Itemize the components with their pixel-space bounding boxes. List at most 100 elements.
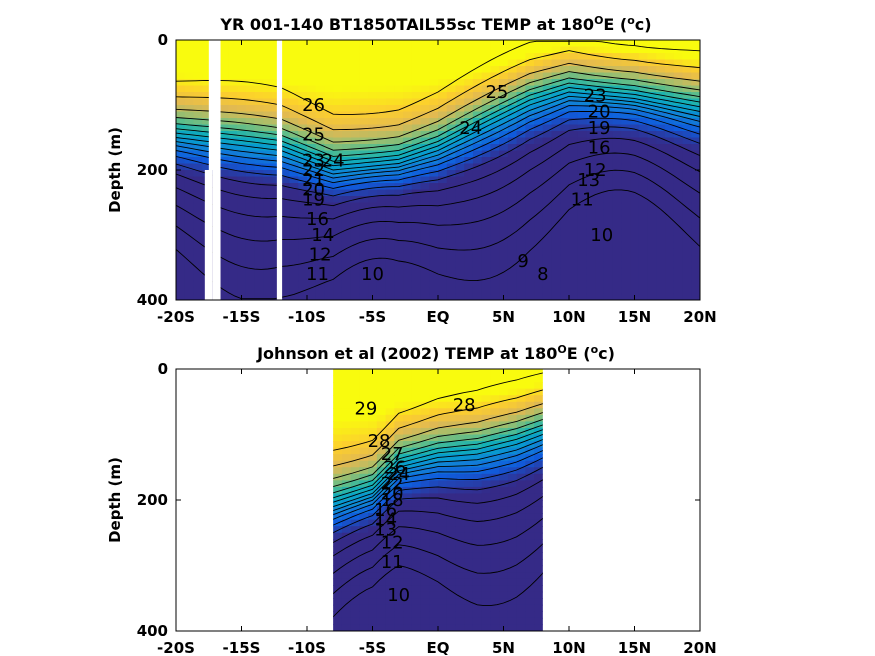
field-cell: [648, 552, 657, 559]
field-cell: [376, 144, 387, 152]
field-cell: [376, 532, 387, 540]
field-cell: [464, 558, 474, 567]
field-cell: [316, 487, 325, 494]
field-cell: [307, 435, 316, 442]
field-cell: [185, 618, 194, 625]
field-cell: [341, 375, 352, 383]
field-cell: [185, 520, 194, 527]
field-cell: [534, 558, 543, 567]
field-cell: [691, 118, 700, 126]
field-cell: [228, 480, 237, 487]
contour-line: [333, 466, 543, 534]
field-cell: [420, 196, 430, 204]
field-cell: [674, 526, 683, 533]
field-cell: [472, 137, 483, 145]
field-cell: [595, 59, 605, 67]
x-tick-label: EQ: [427, 308, 450, 326]
field-cell: [542, 98, 553, 106]
field-cell: [411, 369, 422, 377]
field-cell: [315, 92, 326, 100]
field-cell: [333, 486, 343, 495]
field-cell: [298, 559, 307, 566]
field-cell: [263, 605, 272, 612]
field-cell: [560, 72, 570, 80]
field-cell: [446, 189, 457, 197]
field-cell: [665, 480, 674, 487]
field-cell: [446, 66, 457, 74]
field-cell: [682, 66, 692, 74]
field-cell: [359, 414, 369, 422]
field-cell: [604, 408, 613, 415]
field-cell: [272, 196, 282, 204]
field-cell: [394, 572, 404, 580]
field-cell: [455, 506, 465, 514]
field-cell: [359, 293, 369, 300]
field-cell: [490, 401, 500, 409]
field-cell: [281, 559, 290, 566]
field-cell: [569, 287, 579, 295]
field-cell: [499, 111, 509, 119]
field-cell: [472, 388, 483, 396]
field-cell: [612, 170, 622, 178]
field-cell: [552, 585, 561, 592]
field-cell: [595, 222, 605, 230]
field-cell: [385, 421, 395, 429]
field-cell: [298, 189, 308, 197]
field-cell: [665, 235, 675, 243]
field-cell: [316, 415, 325, 422]
field-cell: [560, 507, 569, 514]
field-cell: [656, 189, 666, 197]
field-cell: [263, 79, 273, 87]
field-cell: [525, 617, 535, 626]
field-cell: [455, 40, 465, 48]
field-cell: [280, 189, 291, 197]
field-cell: [280, 222, 291, 230]
field-cell: [403, 395, 413, 403]
field-cell: [298, 157, 308, 165]
field-cell: [368, 170, 378, 178]
field-cell: [499, 124, 509, 132]
field-cell: [603, 254, 614, 262]
field-cell: [472, 98, 483, 106]
field-cell: [569, 539, 578, 546]
field-cell: [280, 287, 291, 295]
field-cell: [569, 435, 578, 442]
field-cell: [542, 40, 553, 48]
field-cell: [298, 287, 308, 295]
field-cell: [665, 150, 675, 158]
field-cell: [202, 448, 211, 455]
field-cell: [429, 401, 439, 409]
field-cell: [333, 500, 334, 508]
field-cell: [403, 486, 413, 495]
field-cell: [228, 592, 237, 599]
field-cell: [202, 579, 211, 586]
field-cell: [228, 287, 238, 295]
field-cell: [193, 520, 202, 527]
field-cell: [202, 72, 212, 80]
field-cell: [368, 163, 378, 171]
field-cell: [350, 105, 360, 113]
field-cell: [185, 441, 194, 448]
field-cell: [542, 382, 543, 390]
field-cell: [586, 533, 595, 540]
field-cell: [665, 53, 675, 61]
field-cell: [290, 369, 299, 376]
field-cell: [411, 572, 422, 580]
field-cell: [499, 558, 509, 567]
field-cell: [333, 441, 334, 449]
field-cell: [630, 170, 640, 178]
field-cell: [376, 578, 387, 586]
field-cell: [359, 395, 369, 403]
field-cell: [613, 566, 622, 573]
field-cell: [385, 611, 395, 619]
field-cell: [542, 572, 543, 580]
field-cell: [403, 382, 413, 390]
field-cell: [359, 235, 369, 243]
field-cell: [176, 189, 186, 197]
field-cell: [674, 618, 683, 625]
field-cell: [673, 241, 684, 249]
field-cell: [525, 170, 535, 178]
field-cell: [630, 402, 639, 409]
field-cell: [648, 474, 657, 481]
field-cell: [298, 241, 308, 249]
